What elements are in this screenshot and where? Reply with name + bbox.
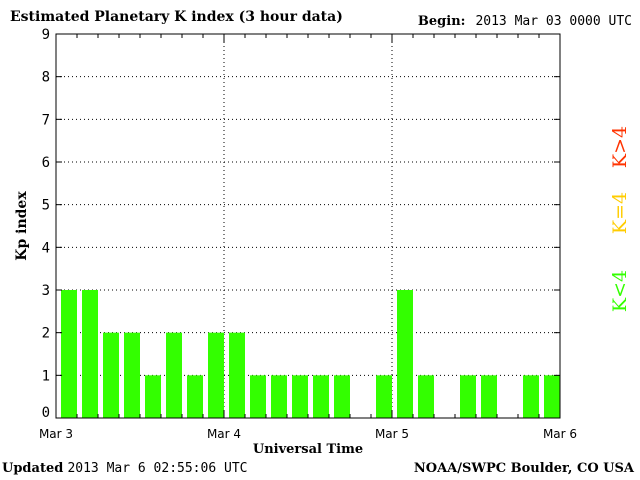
legend-k-eq-4: K=4 [609, 191, 631, 235]
y-tick-label: 4 [42, 240, 50, 256]
source-credit: NOAA/SWPC Boulder, CO USA [413, 461, 634, 476]
kp-bar [145, 375, 161, 418]
kp-bar [166, 332, 182, 418]
kp-bar [418, 375, 434, 418]
y-tick-label: 0 [42, 405, 50, 421]
updated-label: Updated [2, 461, 64, 476]
ticks-layer: 0 1 2 3 4 5 6 7 8 9 Mar 3 Mar 4 Mar 5 Mar 6 [39, 27, 577, 441]
kp-bar [103, 332, 119, 418]
kp-bar [82, 290, 98, 418]
kp-bar [124, 332, 140, 418]
y-tick-label: 8 [42, 70, 50, 86]
kp-bar [334, 375, 350, 418]
y-tick-label: 2 [42, 326, 50, 342]
legend-k-lt-4: K<4 [609, 269, 631, 313]
y-tick-label: 5 [42, 198, 50, 214]
begin-time: Begin: 2013 Mar 03 0000 UTC [418, 14, 632, 29]
kp-bar [250, 375, 266, 418]
kp-bar [460, 375, 476, 418]
kp-bar [523, 375, 539, 418]
kp-bar [397, 290, 413, 418]
kp-bar [187, 375, 203, 418]
kp-bar [481, 375, 497, 418]
kp-bar [271, 375, 287, 418]
x-tick-label: Mar 4 [207, 427, 241, 441]
y-tick-label: 1 [42, 368, 50, 384]
x-tick-label: Mar 5 [375, 427, 409, 441]
y-tick-label: 3 [42, 283, 50, 299]
kp-bar [544, 375, 560, 418]
kp-bar [376, 375, 392, 418]
legend-k-gt-4: K>4 [609, 125, 631, 169]
bars-layer [61, 290, 560, 418]
y-tick-label: 6 [42, 155, 50, 171]
kp-bar [208, 332, 224, 418]
updated-value: 2013 Mar 6 02:55:06 UTC [67, 461, 248, 476]
kp-bar [313, 375, 329, 418]
kp-bar [292, 375, 308, 418]
begin-label: Begin: [417, 14, 466, 29]
x-tick-label: Mar 3 [39, 427, 73, 441]
y-tick-label: 7 [42, 112, 50, 128]
y-axis-label: Kp index [14, 191, 30, 261]
kp-bar [229, 332, 245, 418]
x-tick-label: Mar 6 [543, 427, 577, 441]
kp-bar [61, 290, 77, 418]
chart-title: Estimated Planetary K index (3 hour data… [10, 9, 343, 25]
x-axis-label: Universal Time [253, 442, 363, 457]
y-tick-label: 9 [42, 27, 50, 43]
updated-timestamp: Updated 2013 Mar 6 02:55:06 UTC [2, 461, 247, 476]
begin-value: 2013 Mar 03 0000 UTC [475, 14, 632, 29]
